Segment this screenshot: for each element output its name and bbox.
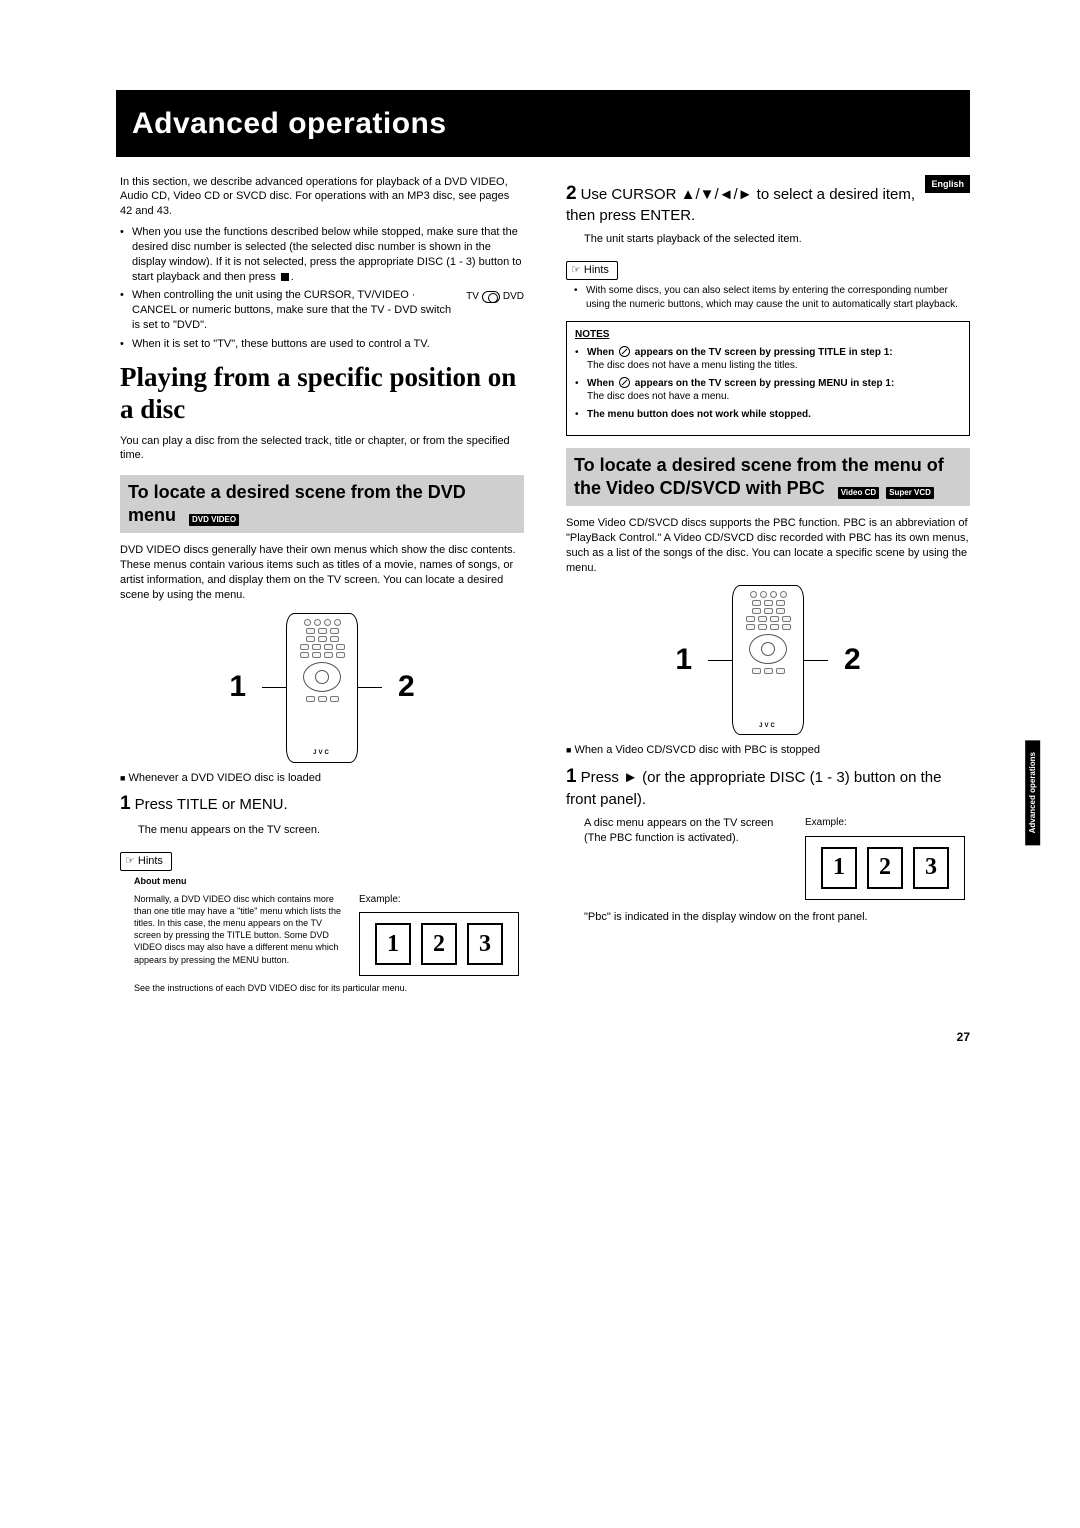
section-title-playing: Playing from a specific position on a di…	[120, 362, 524, 426]
about-menu-body: Normally, a DVD VIDEO disc which contain…	[134, 893, 347, 966]
example-tiles-vcd: 1 2 3	[805, 836, 965, 900]
loaded-note-dvd: Whenever a DVD VIDEO disc is loaded	[120, 771, 524, 786]
dvd-step-1-sub: The menu appears on the TV screen.	[138, 823, 524, 838]
notes-box: NOTES When appears on the TV screen by p…	[566, 321, 970, 436]
remote-icon: JVC	[286, 613, 358, 763]
dvd-menu-paragraph: DVD VIDEO discs generally have their own…	[120, 543, 524, 602]
badge-super-vcd: Super VCD	[886, 487, 934, 499]
note-1: When appears on the TV screen by pressin…	[575, 346, 961, 373]
vcd-menu-paragraph: Some Video CD/SVCD discs supports the PB…	[566, 516, 970, 575]
badge-video-cd: Video CD	[838, 487, 879, 499]
prohibit-icon	[619, 377, 630, 388]
tile-3: 3	[467, 923, 503, 965]
step-2-sub: The unit starts playback of the selected…	[584, 232, 970, 247]
step2-hint: With some discs, you can also select ite…	[574, 284, 970, 311]
dvd-menu-footer: See the instructions of each DVD VIDEO d…	[134, 982, 524, 994]
prohibit-icon	[619, 346, 630, 357]
hints-label-dvd: Hints	[120, 852, 172, 871]
side-tab: Advanced operations	[1025, 740, 1040, 845]
hints-label-step2: Hints	[566, 261, 618, 280]
example-label-dvd: Example:	[359, 893, 524, 907]
page-number: 27	[120, 1029, 970, 1045]
callout-2: 2	[398, 667, 415, 708]
right-column: English 2Use CURSOR ▲/▼/◄/► to select a …	[566, 175, 970, 1001]
intro-paragraph: In this section, we describe advanced op…	[120, 175, 524, 220]
tile-2: 2	[421, 923, 457, 965]
language-badge: English	[925, 175, 970, 193]
page-banner: Advanced operations	[116, 90, 970, 157]
about-menu-header: About menu	[134, 875, 524, 887]
vcd-tile-3: 3	[913, 847, 949, 889]
stop-icon	[281, 273, 289, 281]
vcd-step-1-sub: A disc menu appears on the TV screen (Th…	[584, 816, 793, 846]
callout-1: 1	[229, 667, 246, 708]
tile-1: 1	[375, 923, 411, 965]
vcd-callout-1: 1	[675, 640, 692, 681]
note-2: When appears on the TV screen by pressin…	[575, 377, 961, 404]
vcd-tile-1: 1	[821, 847, 857, 889]
vcd-tile-2: 2	[867, 847, 903, 889]
badge-dvd-video: DVD VIDEO	[189, 514, 239, 526]
loaded-note-vcd: When a Video CD/SVCD disc with PBC is st…	[566, 743, 970, 758]
vcd-menu-title: To locate a desired scene from the menu …	[566, 448, 970, 506]
example-label-vcd: Example:	[805, 816, 970, 830]
vcd-callout-2: 2	[844, 640, 861, 681]
intro-bullet-2: TVDVD When controlling the unit using th…	[120, 288, 524, 333]
dvd-menu-title: To locate a desired scene from the DVD m…	[120, 475, 524, 533]
vcd-step-1: 1Press ► (or the appropriate DISC (1 - 3…	[566, 764, 970, 810]
intro-bullet-1: When you use the functions described bel…	[120, 225, 524, 284]
step-2: 2Use CURSOR ▲/▼/◄/► to select a desired …	[566, 181, 970, 227]
remote-illustration-vcd: 1 JVC 2	[566, 585, 970, 735]
dvd-step-1: 1Press TITLE or MENU.	[120, 791, 524, 817]
intro-bullet-3: When it is set to "TV", these buttons ar…	[120, 337, 524, 352]
playing-paragraph: You can play a disc from the selected tr…	[120, 434, 524, 464]
remote-illustration-dvd: 1 JVC 2	[120, 613, 524, 763]
remote-icon-vcd: JVC	[732, 585, 804, 735]
intro-bullets: When you use the functions described bel…	[120, 225, 524, 352]
note-3: The menu button does not work while stop…	[575, 408, 961, 422]
left-column: In this section, we describe advanced op…	[120, 175, 524, 1001]
tv-dvd-switch-icon: TVDVD	[466, 290, 524, 304]
notes-header: NOTES	[575, 328, 961, 342]
vcd-footer: "Pbc" is indicated in the display window…	[584, 910, 970, 925]
example-tiles-dvd: 1 2 3	[359, 912, 519, 976]
